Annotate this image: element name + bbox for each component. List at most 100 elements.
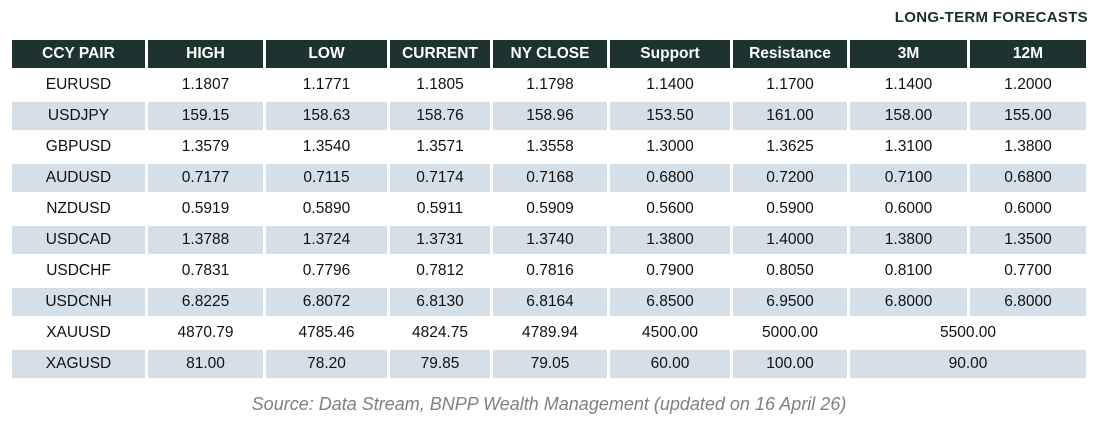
cell-ccy-pair: USDCNH (12, 288, 145, 316)
cell-current: 4824.75 (411, 324, 469, 341)
cell-resistance: 1.3625 (766, 138, 814, 155)
cell-3m: 158.00 (850, 102, 967, 130)
cell-ny-close: 4789.94 (521, 324, 579, 341)
cell-resistance: 0.5900 (766, 200, 814, 217)
cell-support: 1.3800 (610, 226, 730, 254)
cell-12m: 0.6800 (970, 164, 1086, 192)
cell-support: 0.7900 (646, 262, 694, 279)
cell-current: 0.7174 (390, 164, 490, 192)
cell-3m: 1.3100 (884, 138, 933, 155)
cell-high: 0.5919 (181, 200, 230, 217)
cell-high: 159.15 (148, 102, 263, 130)
table-row-usdcad: USDCAD 1.3788 1.3724 1.3731 1.3740 1.3800 1.40… (12, 226, 1086, 254)
cell-ny-close: 158.96 (493, 102, 607, 130)
table-row-usdchf: USDCHF 0.7831 0.7796 0.7812 0.7816 0.7900 0.80… (12, 257, 1086, 285)
cell-low: 0.7796 (302, 262, 351, 279)
cell-ny-close: 6.8164 (493, 288, 607, 316)
table-row-xagusd: XAGUSD 81.00 78.20 79.85 79.05 60.00 100.00 90.… (12, 350, 1086, 378)
table-row-audusd: AUDUSD 0.7177 0.7115 0.7174 0.7168 0.6800 0.72… (12, 164, 1086, 192)
cell-high: 4870.79 (177, 324, 234, 341)
column-header-resistance: Resistance (733, 40, 847, 68)
cell-low: 4785.46 (298, 324, 355, 341)
column-header-high: HIGH (148, 40, 263, 68)
cell-ny-close: 1.3558 (526, 138, 574, 155)
cell-ny-close: 1.3740 (493, 226, 607, 254)
cell-ny-close: 0.7816 (526, 262, 574, 279)
cell-low: 1.1771 (302, 76, 351, 93)
table-row-nzdusd: NZDUSD 0.5919 0.5890 0.5911 0.5909 0.5600 0.59… (12, 195, 1086, 223)
cell-low: 6.8072 (266, 288, 387, 316)
cell-support: 153.50 (610, 102, 730, 130)
cell-high: 1.1807 (181, 76, 230, 93)
cell-support: 60.00 (610, 350, 730, 378)
cell-resistance: 6.9500 (733, 288, 847, 316)
cell-3m: 5500.00 (939, 324, 997, 341)
cell-3m: 1.3800 (850, 226, 967, 254)
column-header-current: CURRENT (390, 40, 490, 68)
cell-3m: 0.8100 (884, 262, 933, 279)
cell-ccy-pair: EURUSD (45, 76, 112, 93)
cell-low: 158.63 (266, 102, 387, 130)
cell-high: 0.7177 (148, 164, 263, 192)
cell-3m: 1.1400 (884, 76, 933, 93)
column-header-ccy-pair: CCY PAIR (12, 40, 145, 68)
cell-high: 0.7831 (181, 262, 230, 279)
cell-low: 78.20 (266, 350, 387, 378)
cell-low: 0.7115 (266, 164, 387, 192)
cell-ccy-pair: USDCHF (46, 262, 111, 279)
cell-12m: 0.6000 (1004, 200, 1052, 217)
column-header-low: LOW (266, 40, 387, 68)
column-header-ny-close: NY CLOSE (493, 40, 607, 68)
cell-resistance: 161.00 (733, 102, 847, 130)
fx-forecast-table: CCY PAIR HIGH LOW CURRENT NY CLOSE Support Res… (9, 37, 1089, 381)
cell-current: 1.1805 (416, 76, 464, 93)
cell-current: 1.3731 (390, 226, 490, 254)
table-row-xauusd: XAUUSD 4870.79 4785.46 4824.75 4789.94 4500.0… (12, 319, 1086, 347)
column-header-3m: 3M (850, 40, 967, 68)
cell-ny-close: 0.7168 (493, 164, 607, 192)
cell-ccy-pair: GBPUSD (45, 138, 112, 155)
cell-support: 1.3000 (646, 138, 694, 155)
cell-support: 0.6800 (610, 164, 730, 192)
cell-resistance: 5000.00 (761, 324, 819, 341)
cell-current: 0.5911 (416, 200, 464, 217)
header-row: CCY PAIR HIGH LOW CURRENT NY CLOSE Support Res… (12, 40, 1086, 68)
cell-resistance: 0.7200 (733, 164, 847, 192)
long-term-forecasts-label: LONG-TERM FORECASTS (894, 9, 1088, 26)
cell-3m: 0.7100 (850, 164, 967, 192)
cell-12m: 1.3800 (1004, 138, 1052, 155)
cell-ccy-pair: USDCAD (12, 226, 145, 254)
cell-ny-close: 0.5909 (526, 200, 574, 217)
cell-low: 0.5890 (302, 200, 351, 217)
cell-12m: 6.8000 (970, 288, 1086, 316)
cell-high: 6.8225 (148, 288, 263, 316)
cell-current: 6.8130 (390, 288, 490, 316)
cell-support: 1.1400 (646, 76, 694, 93)
column-header-12m: 12M (970, 40, 1086, 68)
table-row-eurusd: EURUSD 1.1807 1.1771 1.1805 1.1798 1.1400 1.17… (12, 71, 1086, 99)
cell-resistance: 1.4000 (733, 226, 847, 254)
cell-ccy-pair: NZDUSD (46, 200, 111, 217)
cell-12m: 1.2000 (1004, 76, 1052, 93)
cell-current: 79.85 (390, 350, 490, 378)
cell-3m: 0.6000 (884, 200, 933, 217)
cell-support: 0.5600 (646, 200, 694, 217)
cell-support: 6.8500 (610, 288, 730, 316)
cell-ccy-pair: XAGUSD (12, 350, 145, 378)
cell-low: 1.3724 (266, 226, 387, 254)
cell-3m: 90.00 (850, 350, 1086, 378)
cell-resistance: 0.8050 (766, 262, 814, 279)
cell-current: 1.3571 (416, 138, 464, 155)
table-row-usdcnh: USDCNH 6.8225 6.8072 6.8130 6.8164 6.8500 6.95… (12, 288, 1086, 316)
table-row-gbpusd: GBPUSD 1.3579 1.3540 1.3571 1.3558 1.3000 1.36… (12, 133, 1086, 161)
table-row-usdjpy: USDJPY 159.15 158.63 158.76 158.96 153.50 161.… (12, 102, 1086, 130)
cell-low: 1.3540 (302, 138, 351, 155)
source-note: Source: Data Stream, BNPP Wealth Managem… (251, 394, 847, 414)
cell-resistance: 1.1700 (766, 76, 814, 93)
cell-ccy-pair: AUDUSD (12, 164, 145, 192)
cell-12m: 1.3500 (970, 226, 1086, 254)
cell-resistance: 100.00 (733, 350, 847, 378)
cell-ny-close: 1.1798 (526, 76, 574, 93)
cell-current: 158.76 (390, 102, 490, 130)
